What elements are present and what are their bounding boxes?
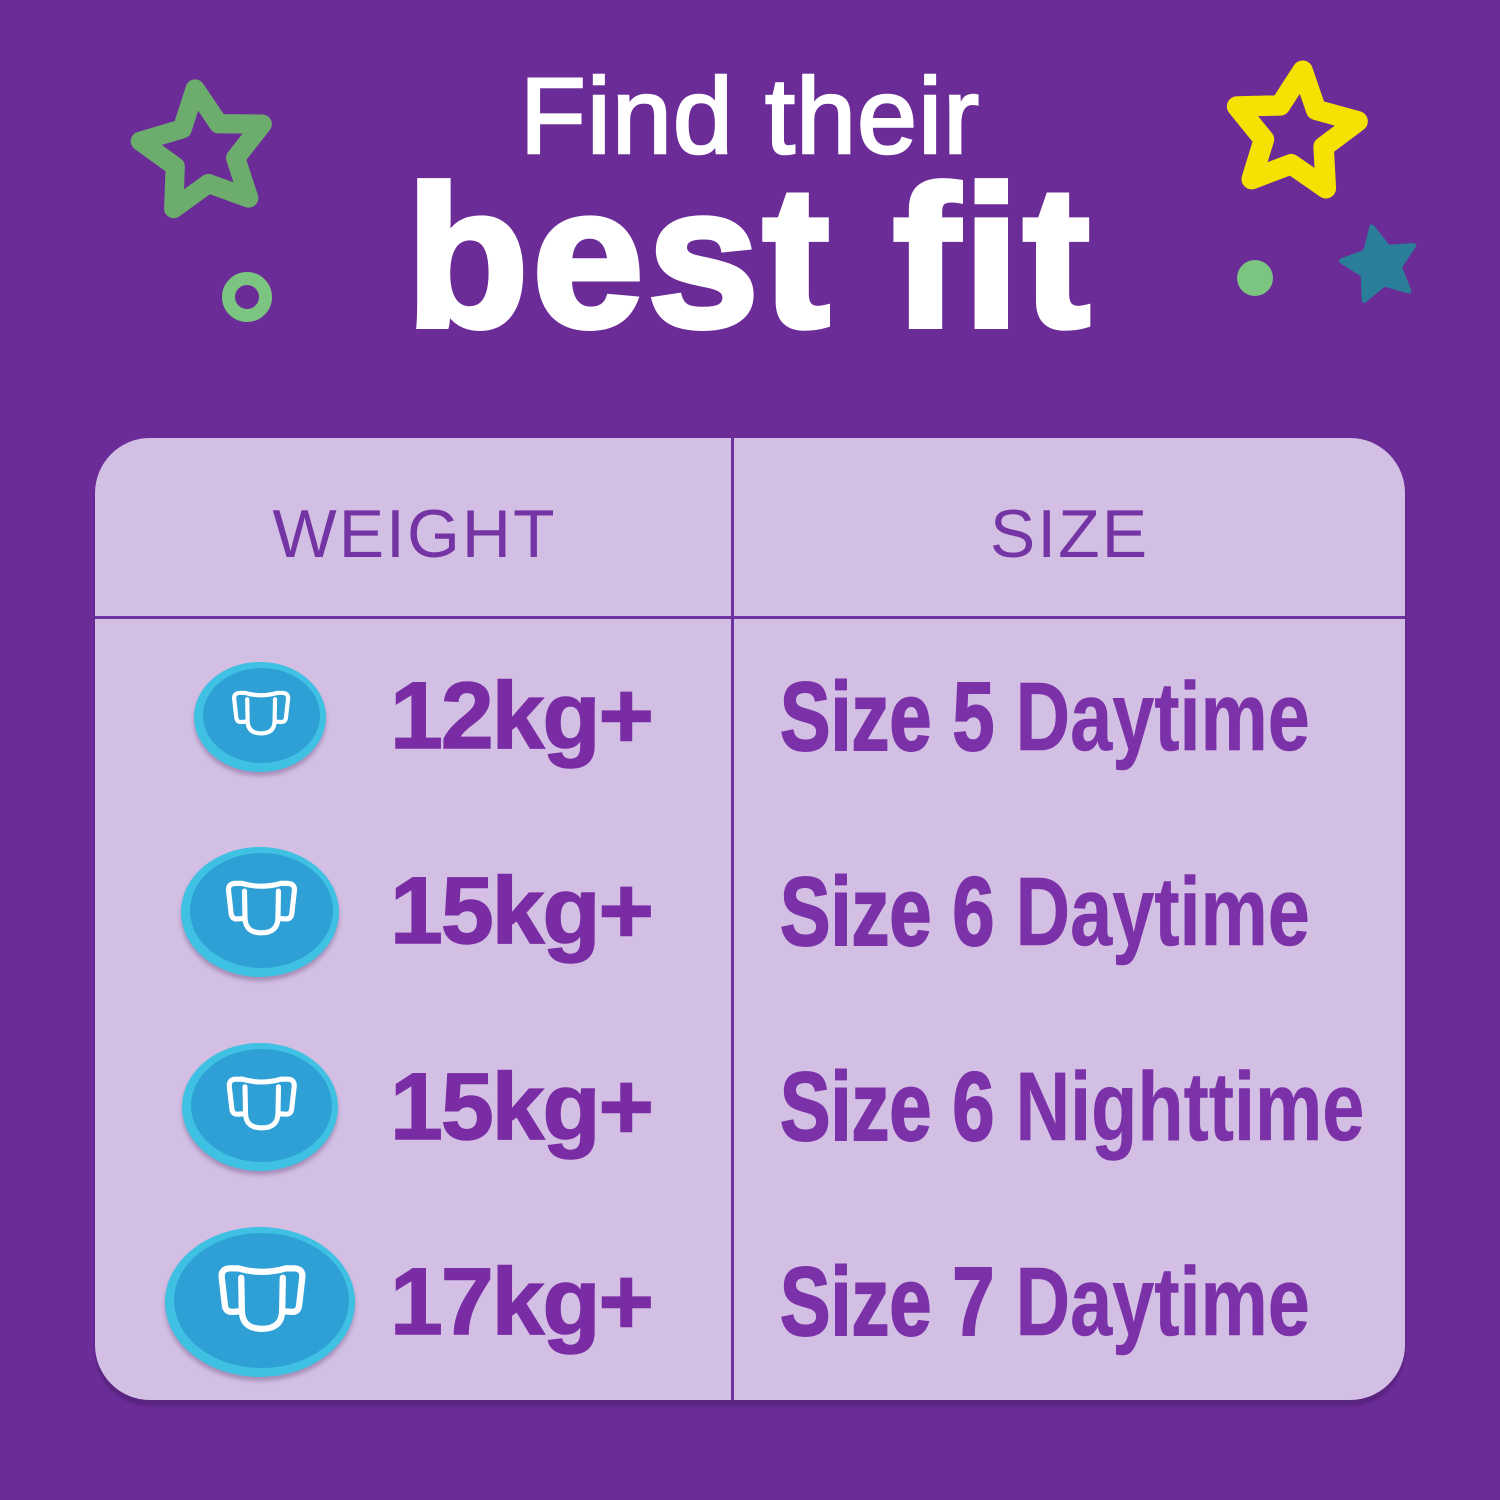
- weight-value: 15kg+: [389, 858, 655, 966]
- green-outline-star-icon: [120, 68, 287, 235]
- teal-filled-star-icon: [1329, 214, 1431, 316]
- header-divider: [95, 616, 1405, 619]
- size-cell: Size 5 Daytime: [734, 619, 1405, 814]
- yellow-outline-star-icon: [1214, 52, 1377, 215]
- diaper-icon: [174, 1233, 349, 1369]
- weight-cell: 15kg+: [95, 814, 734, 1009]
- badge-box: [95, 619, 390, 814]
- weight-value: 12kg+: [389, 662, 655, 770]
- badge-box: [95, 1205, 390, 1400]
- weight-cell: 15kg+: [95, 1010, 734, 1205]
- size-cell: Size 6 Daytime: [734, 814, 1405, 1009]
- column-divider: [731, 438, 734, 1400]
- size-cell: Size 7 Daytime: [734, 1205, 1405, 1400]
- diaper-icon: [190, 852, 333, 968]
- green-dot-icon: [1237, 260, 1273, 296]
- size-chart-table: WEIGHT SIZE: [95, 438, 1405, 1400]
- page-title-line2: best fit: [403, 146, 1094, 369]
- weight-cell: 17kg+: [95, 1205, 734, 1400]
- weight-value: 15kg+: [389, 1053, 655, 1161]
- table-row: 17kg+ Size 7 Daytime: [95, 1205, 1405, 1400]
- page-title-line1: Find their: [519, 55, 981, 176]
- diaper-badge: [182, 1043, 338, 1172]
- diaper-badge: [165, 1227, 355, 1378]
- size-column-header: SIZE: [989, 496, 1150, 572]
- size-value: Size 6 Nighttime: [779, 1051, 1365, 1162]
- weight-cell: 12kg+: [95, 619, 734, 814]
- table-row: 12kg+ Size 5 Daytime: [95, 619, 1405, 814]
- diaper-badge: [194, 661, 326, 772]
- size-value: Size 5 Daytime: [779, 661, 1310, 772]
- table-row: 15kg+ Size 6 Nighttime: [95, 1010, 1405, 1205]
- table-body: 12kg+ Size 5 Daytime: [95, 619, 1405, 1400]
- weight-value: 17kg+: [389, 1248, 655, 1356]
- diaper-icon: [191, 1049, 332, 1163]
- table-row: 15kg+ Size 6 Daytime: [95, 814, 1405, 1009]
- diaper-badge: [181, 846, 339, 977]
- diaper-icon: [203, 667, 320, 763]
- size-value: Size 7 Daytime: [779, 1246, 1310, 1357]
- badge-box: [95, 814, 390, 1009]
- badge-box: [95, 1010, 390, 1205]
- size-value: Size 6 Daytime: [779, 856, 1310, 967]
- weight-column-header: WEIGHT: [272, 496, 557, 572]
- size-cell: Size 6 Nighttime: [734, 1010, 1405, 1205]
- table-header-row: WEIGHT SIZE: [95, 438, 1405, 616]
